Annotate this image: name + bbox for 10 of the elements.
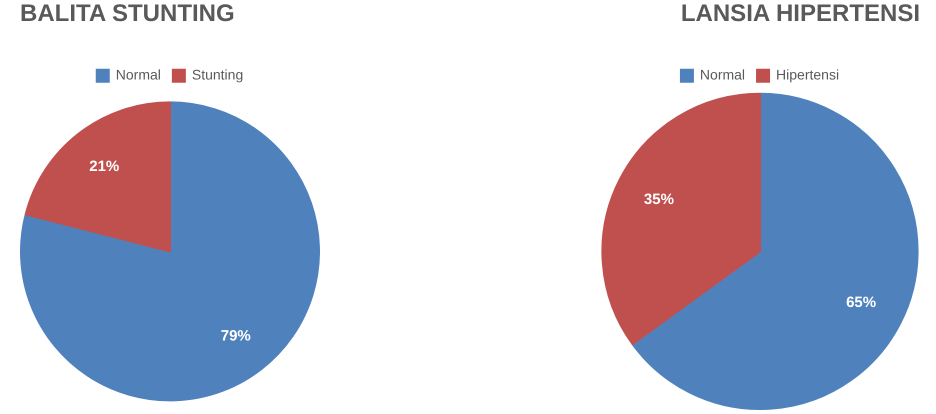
chart-title: BALITA STUNTING <box>20 0 235 28</box>
data-label: 21% <box>89 158 120 175</box>
legend-label: Normal <box>116 66 161 83</box>
legend-label: Hipertensi <box>776 66 840 83</box>
chart-title: LANSIA HIPERTENSI <box>680 0 920 28</box>
legend-label: Normal <box>700 66 746 83</box>
data-label: 79% <box>220 327 251 344</box>
data-label: 65% <box>846 294 876 312</box>
data-label: 35% <box>644 191 674 208</box>
legend-label: Stunting <box>192 66 244 83</box>
